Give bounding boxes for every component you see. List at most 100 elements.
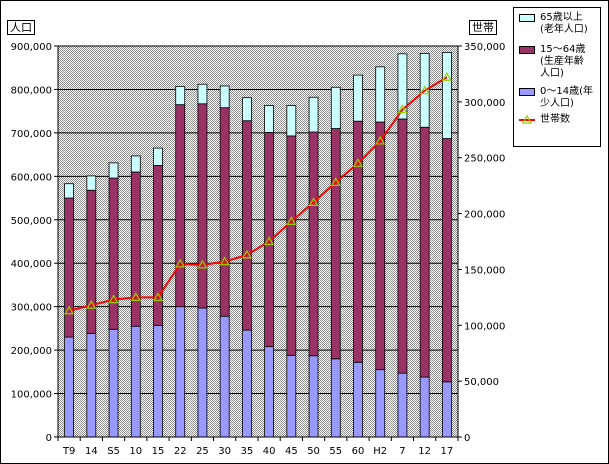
- households-point: [352, 158, 364, 167]
- households-line: [64, 72, 452, 315]
- households-point: [197, 259, 208, 269]
- bar-segment: [375, 121, 386, 371]
- bar-segment: [353, 120, 363, 363]
- bar-segment: [286, 105, 297, 137]
- y-right-tick-label: 0: [464, 433, 470, 444]
- legend-label: 世帯数: [540, 114, 570, 125]
- legend-swatch: [519, 114, 535, 124]
- legend-swatch: [519, 46, 535, 54]
- bar-segment: [308, 96, 319, 133]
- bar-segment: [197, 83, 208, 105]
- y-left-tick-label: 200,000: [11, 346, 52, 357]
- bar-segment: [353, 361, 363, 438]
- bar-segment: [375, 66, 386, 123]
- households-point: [286, 216, 297, 225]
- x-tick-label: 17: [441, 446, 454, 457]
- bar-segment: [241, 329, 252, 438]
- households-point: [108, 294, 119, 304]
- x-tick-label: 10: [129, 446, 142, 457]
- bar-segment: [64, 336, 75, 438]
- x-tick-label: 22: [174, 446, 187, 457]
- y-right-tick-label: 150,000: [464, 265, 505, 276]
- bar-segment: [330, 358, 341, 438]
- y-left-axis-title: 人口: [7, 20, 35, 35]
- x-tick-label: 25: [196, 446, 209, 457]
- plot-border: [57, 45, 459, 438]
- x-tick-label: 55: [329, 446, 342, 457]
- households-point: [64, 305, 75, 315]
- x-tick-label: 40: [263, 446, 276, 457]
- y-left-tick-label: 100,000: [11, 390, 52, 401]
- bar-segment: [264, 105, 275, 133]
- legend: 65歳以上 (老年人口) 15～64歳 (生産年齢 人口) 0～14歳(年 少人口)…: [513, 7, 601, 147]
- bar-segment: [86, 333, 97, 438]
- bar-segment: [197, 307, 208, 438]
- bar-segment: [108, 162, 119, 179]
- bar-segment: [241, 97, 252, 122]
- households-point: [419, 85, 430, 95]
- households-point: [397, 104, 408, 114]
- y-right-tick-label: 100,000: [464, 321, 505, 332]
- bar-segment: [219, 107, 230, 317]
- legend-swatch: [519, 14, 535, 22]
- bars: [64, 52, 452, 438]
- bar-segment: [441, 138, 452, 383]
- bar-segment: [286, 354, 297, 438]
- legend-label: 65歳以上 (老年人口): [540, 12, 588, 35]
- bar-segment: [241, 120, 252, 331]
- y-right-axis-title: 世帯: [469, 20, 497, 35]
- bar-segment: [86, 189, 97, 335]
- y-right-tick-label: 200,000: [464, 210, 505, 221]
- y-left-tick-label: 700,000: [11, 129, 52, 140]
- bar-segment: [153, 165, 163, 326]
- households-point: [441, 72, 452, 81]
- y-left-tick-label: 500,000: [11, 216, 52, 227]
- y-right-tick-label: 350,000: [464, 42, 505, 53]
- x-tick-label: 35: [241, 446, 254, 457]
- bar-segment: [175, 104, 186, 308]
- legend-label: 0～14歳(年 少人口): [540, 86, 593, 109]
- bar-segment: [375, 369, 386, 438]
- x-tick-label: 45: [285, 446, 298, 457]
- bar-segment: [197, 103, 208, 309]
- households-line-path: [68, 76, 448, 312]
- bar-segment: [130, 171, 141, 327]
- x-tick-label: 12: [418, 446, 431, 457]
- households-point: [264, 236, 275, 246]
- households-point: [241, 249, 252, 259]
- x-tick-label: 15: [152, 446, 165, 457]
- y-right-tick-label: 50,000: [464, 377, 499, 388]
- y-left-tick-label: 300,000: [11, 303, 52, 314]
- households-point: [152, 292, 164, 301]
- bar-segment: [219, 315, 230, 438]
- bar-segment: [153, 324, 163, 438]
- bar-segment: [330, 128, 341, 360]
- y-right-tick-label: 250,000: [464, 154, 505, 165]
- bar-segment: [64, 183, 75, 199]
- x-tick-label: H2: [373, 446, 387, 457]
- y-left-tick-label: 400,000: [11, 259, 52, 270]
- x-tick-label: 30: [218, 446, 231, 457]
- y-left-tick-label: 800,000: [11, 85, 52, 96]
- bar-segment: [286, 135, 297, 356]
- legend-label: 15～64歳 (生産年齢 人口): [540, 44, 586, 79]
- axes: 0 100,000 200,000 300,000 400,000 500,000 600,…: [11, 42, 506, 457]
- bar-segment: [308, 355, 319, 438]
- bar-segment: [397, 53, 408, 120]
- bar-segment: [308, 131, 319, 357]
- bar-segment: [419, 126, 430, 378]
- bar-segment: [130, 325, 141, 438]
- y-left-tick-label: 900,000: [11, 42, 52, 53]
- bar-segment: [397, 118, 408, 374]
- bar-segment: [441, 52, 452, 139]
- bar-segment: [108, 328, 119, 438]
- x-tick-label: T9: [62, 446, 75, 457]
- plot-area: [57, 45, 459, 438]
- x-tick-label: 14: [85, 446, 98, 457]
- bar-segment: [264, 346, 275, 438]
- households-point: [375, 135, 386, 145]
- x-tick-label: 50: [307, 446, 320, 457]
- households-point: [86, 299, 97, 309]
- households-point: [330, 177, 341, 186]
- bar-segment: [330, 86, 341, 129]
